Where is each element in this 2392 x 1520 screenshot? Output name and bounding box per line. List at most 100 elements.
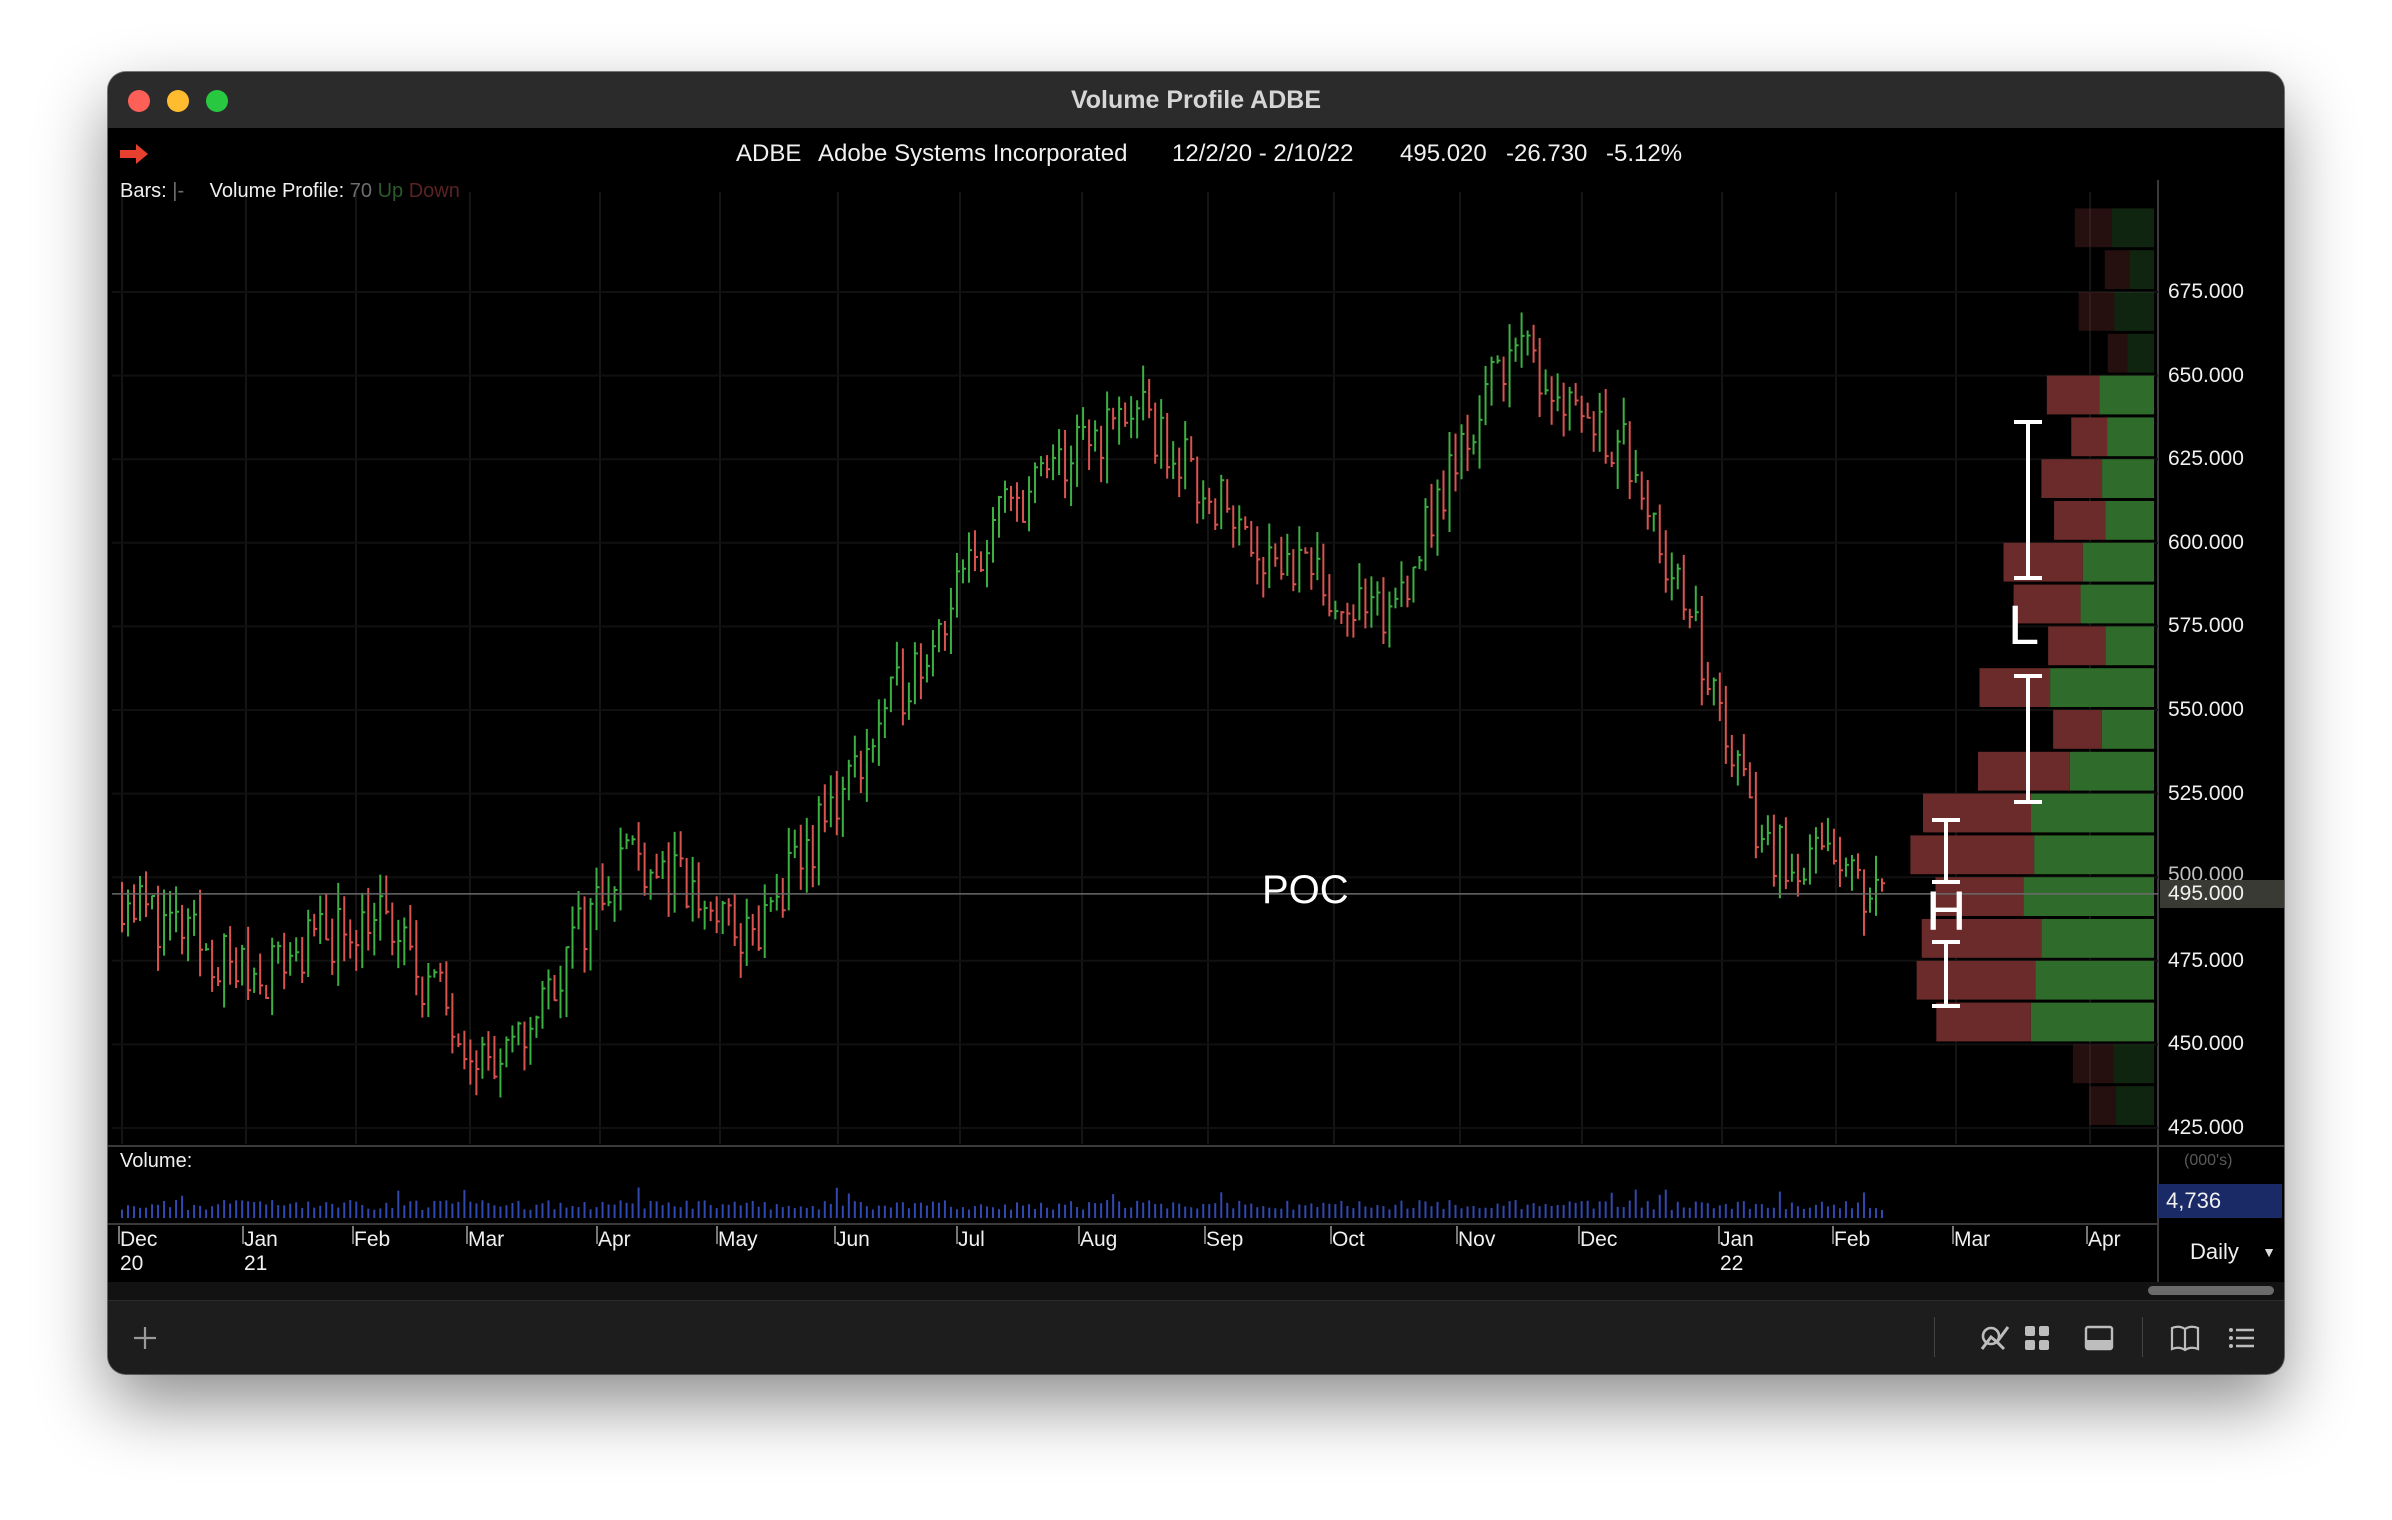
volume-bar — [301, 1208, 304, 1218]
volume-bar — [625, 1202, 628, 1218]
volume-bar — [649, 1201, 652, 1218]
book-icon[interactable] — [2168, 1321, 2202, 1355]
period-select[interactable]: Daily ▼ — [2158, 1234, 2282, 1270]
volume-value: 4,736 — [2158, 1184, 2282, 1218]
volume-profile-label: Volume Profile: — [209, 180, 345, 202]
volume-bar — [1508, 1201, 1511, 1218]
volume-bar — [967, 1209, 970, 1218]
volume-bar — [853, 1201, 856, 1218]
period-value: Daily — [2190, 1239, 2239, 1264]
volume-bar — [1058, 1203, 1061, 1218]
profile-up-bar — [2082, 542, 2154, 582]
volume-bar — [817, 1209, 820, 1218]
time-axis-tick — [1456, 1226, 1458, 1244]
volume-bar — [1790, 1202, 1793, 1218]
panel-icon[interactable] — [2082, 1321, 2116, 1355]
scroll-thumb[interactable] — [2148, 1286, 2274, 1295]
volume-bar — [739, 1205, 742, 1218]
volume-bar — [607, 1204, 610, 1218]
volume-bar — [1100, 1203, 1103, 1218]
close-button[interactable] — [128, 90, 150, 112]
search-icon[interactable] — [1976, 1321, 2010, 1355]
volume-bar — [769, 1209, 772, 1218]
price-axis-label: 575.000 — [2168, 614, 2244, 638]
price-axis-label: 475.000 — [2168, 948, 2244, 972]
volume-bar — [1340, 1200, 1343, 1218]
profile-down-bar — [2041, 459, 2103, 498]
volume-bar — [517, 1200, 520, 1218]
volume-bar — [919, 1202, 922, 1218]
minimize-button[interactable] — [167, 90, 189, 112]
volume-bar — [187, 1209, 190, 1218]
grid-icon[interactable] — [2020, 1321, 2054, 1355]
volume-bar — [1094, 1203, 1097, 1218]
volume-bar — [961, 1207, 964, 1218]
list-icon[interactable] — [2224, 1321, 2258, 1355]
volume-bar — [1352, 1208, 1355, 1218]
time-axis-month: Jan — [1720, 1228, 1754, 1251]
volume-bar — [1802, 1208, 1805, 1218]
volume-bar — [1658, 1194, 1661, 1218]
profile-up-bar — [2030, 1002, 2154, 1042]
profile-up-bar — [2114, 292, 2154, 331]
profile-up-bar — [2111, 208, 2154, 248]
volume-bar — [1868, 1208, 1871, 1218]
volume-bar — [397, 1190, 400, 1218]
volume-bar — [1880, 1209, 1883, 1218]
arrow-right-icon[interactable] — [120, 142, 150, 166]
volume-bar — [721, 1204, 724, 1218]
price-axis-label: 650.000 — [2168, 363, 2244, 387]
price-axis-label: 450.000 — [2168, 1032, 2244, 1056]
volume-bar — [1778, 1191, 1781, 1218]
volume-bar — [1760, 1204, 1763, 1218]
volume-bar — [343, 1202, 346, 1218]
time-axis-month: Mar — [468, 1228, 505, 1251]
volume-bar — [1466, 1206, 1469, 1218]
volume-bar — [667, 1202, 670, 1218]
profile-down-bar — [2003, 542, 2083, 582]
chart-scrollbar[interactable] — [108, 1282, 2284, 1298]
profile-up-bar — [2105, 501, 2154, 540]
time-axis-tick — [118, 1226, 120, 1244]
zoom-button[interactable] — [206, 90, 228, 112]
volume-bar — [1220, 1192, 1223, 1218]
quote-bar: ADBE Adobe Systems Incorporated 12/2/20 … — [108, 128, 2284, 182]
time-axis-year: 20 — [120, 1252, 144, 1275]
chart-hud: Bars: |- Volume Profile: 70 Up Down — [120, 180, 460, 203]
profile-down-bar — [2048, 626, 2106, 666]
volume-bar — [439, 1201, 442, 1218]
volume-profile-down: Down — [408, 180, 460, 202]
line-chart-icon[interactable] — [1978, 1321, 2012, 1355]
volume-bar — [661, 1205, 664, 1218]
plus-icon[interactable] — [128, 1321, 162, 1355]
volume-bar — [955, 1209, 958, 1218]
quote-change: -26.730 — [1506, 140, 1588, 167]
volume-bar — [589, 1209, 592, 1218]
volume-bar — [265, 1204, 268, 1218]
volume-bar — [1634, 1189, 1637, 1218]
volume-bar — [1850, 1208, 1853, 1218]
time-axis-year: 22 — [1720, 1252, 1744, 1275]
volume-bar — [997, 1209, 1000, 1218]
profile-down-bar — [1977, 751, 2070, 791]
profile-up-bar — [2101, 710, 2154, 749]
volume-bar — [385, 1202, 388, 1218]
volume-bar — [859, 1202, 862, 1218]
volume-bar — [1514, 1200, 1517, 1218]
price-chart[interactable] — [108, 72, 2284, 1282]
volume-bar — [1526, 1204, 1529, 1218]
volume-bar — [1808, 1207, 1811, 1218]
volume-bar — [913, 1203, 916, 1218]
volume-bar — [217, 1204, 220, 1218]
volume-bar — [1700, 1202, 1703, 1218]
volume-bar — [1652, 1209, 1655, 1218]
volume-bar — [1796, 1206, 1799, 1218]
time-axis-tick — [1204, 1226, 1206, 1244]
volume-bar — [1346, 1205, 1349, 1218]
volume-bar — [901, 1202, 904, 1218]
volume-bar — [1016, 1202, 1019, 1218]
time-axis-month: Apr — [2088, 1228, 2121, 1251]
volume-bar — [235, 1200, 238, 1218]
volume-bar — [733, 1201, 736, 1218]
volume-bar — [1838, 1208, 1841, 1218]
